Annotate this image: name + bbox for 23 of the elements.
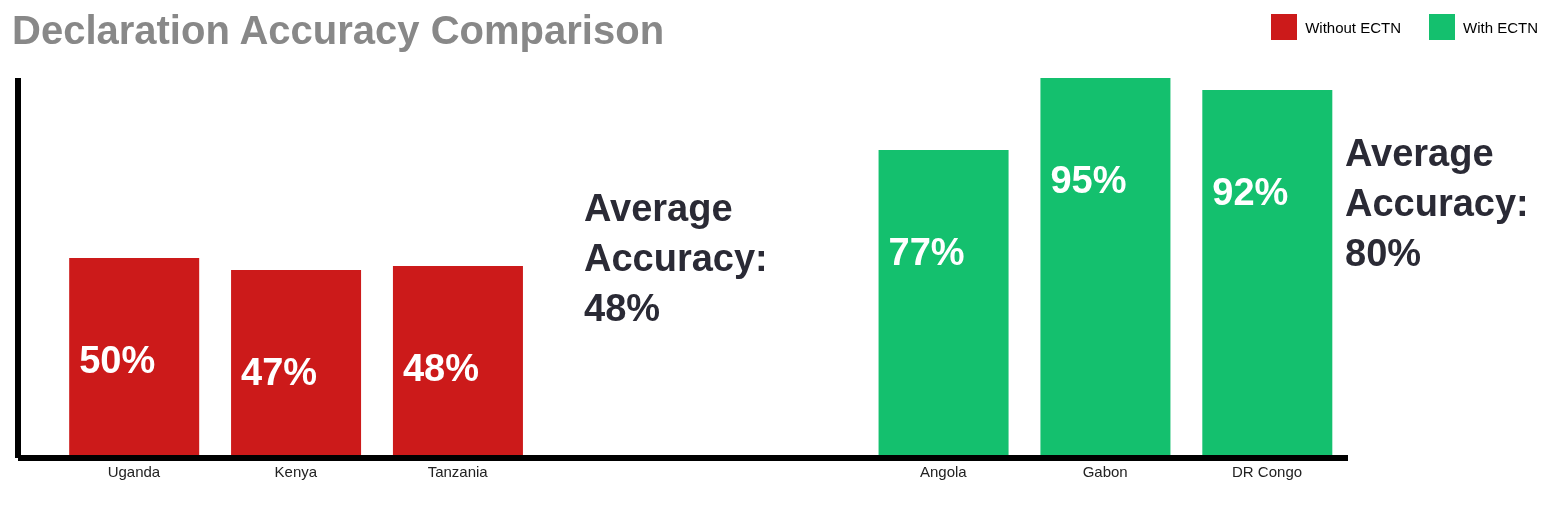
annotation: Average Accuracy: 48% bbox=[584, 186, 769, 331]
x-tick-label: Kenya bbox=[274, 462, 318, 480]
chart-title: Declaration Accuracy Comparison bbox=[12, 8, 665, 53]
data-label: 92% bbox=[1212, 171, 1289, 213]
x-tick-label: DR Congo bbox=[1232, 462, 1303, 480]
data-label: 77% bbox=[888, 231, 965, 273]
bar bbox=[231, 270, 362, 458]
data-label: 50% bbox=[79, 339, 156, 381]
bar bbox=[1040, 78, 1171, 458]
x-tick-label: Uganda bbox=[107, 462, 161, 480]
bar bbox=[878, 150, 1009, 458]
bar bbox=[1202, 90, 1333, 458]
bar bbox=[392, 266, 523, 458]
data-label: 48% bbox=[402, 347, 479, 389]
bar bbox=[69, 258, 200, 458]
annotation: Average Accuracy: 80% bbox=[1345, 131, 1530, 276]
x-tick-label: Gabon bbox=[1082, 462, 1128, 480]
legend-label: With ECTN bbox=[1463, 18, 1538, 36]
legend-label: Without ECTN bbox=[1305, 18, 1401, 36]
data-label: 95% bbox=[1050, 159, 1127, 201]
x-tick-label: Tanzania bbox=[427, 462, 489, 480]
data-label: 47% bbox=[241, 351, 318, 393]
x-tick-label: Angola bbox=[919, 462, 968, 480]
